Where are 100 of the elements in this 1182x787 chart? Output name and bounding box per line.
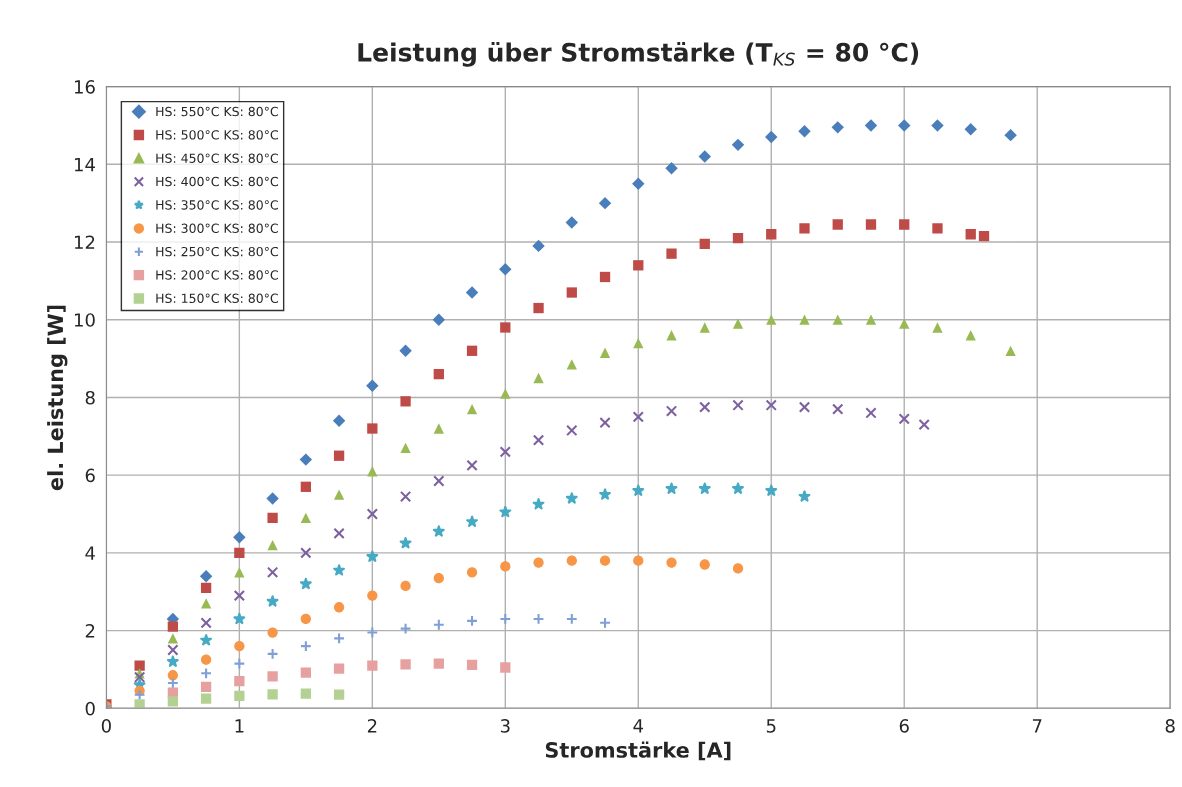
point (566, 555, 577, 566)
point (167, 633, 179, 644)
point (199, 569, 213, 583)
point (299, 453, 313, 466)
legend-label: HS: 400°C KS: 80°C (156, 176, 278, 187)
point (399, 490, 412, 503)
point (233, 657, 246, 670)
point (466, 567, 478, 578)
point (899, 219, 910, 230)
point (500, 388, 511, 399)
point (566, 287, 577, 298)
y-tick-label: 14 (74, 157, 95, 172)
point (333, 564, 346, 576)
point (366, 550, 379, 562)
point (732, 563, 744, 574)
legend-label: HS: 350°C KS: 80°C (156, 200, 278, 210)
point (918, 418, 930, 431)
point (799, 314, 810, 325)
point (599, 416, 611, 429)
point (765, 130, 778, 144)
point (266, 492, 279, 505)
point (333, 489, 345, 500)
point (532, 498, 545, 510)
point (300, 667, 311, 678)
point (167, 621, 179, 632)
point (500, 662, 511, 673)
point (599, 488, 611, 500)
point (299, 577, 312, 590)
legend-label: HS: 200°C KS: 80°C (156, 270, 278, 280)
point (233, 612, 246, 625)
point (432, 618, 445, 631)
y-tick-label: 0 (85, 701, 95, 716)
point (732, 482, 744, 494)
point (799, 223, 810, 234)
point (565, 216, 578, 229)
point (766, 229, 777, 240)
y-tick-label: 6 (85, 468, 95, 483)
point (167, 696, 179, 707)
point (300, 512, 311, 524)
point (932, 223, 943, 234)
point (300, 688, 311, 699)
point (200, 654, 212, 665)
x-tick-label: 2 (367, 719, 377, 733)
point (266, 595, 279, 607)
point (167, 670, 179, 681)
point (566, 424, 578, 437)
point (533, 557, 544, 568)
point (399, 536, 412, 549)
y-tick-label: 16 (74, 80, 95, 94)
point (366, 379, 379, 392)
point (665, 405, 678, 417)
point (632, 177, 645, 190)
point (932, 322, 943, 333)
point (731, 138, 745, 152)
point (633, 260, 644, 271)
point (766, 314, 777, 325)
legend-label: HS: 300°C KS: 80°C (156, 223, 278, 233)
x-tick-label: 3 (500, 719, 510, 733)
point (666, 248, 677, 259)
point (133, 688, 146, 701)
point (400, 396, 411, 407)
point (367, 423, 378, 434)
point (433, 475, 445, 487)
x-tick-label: 7 (1032, 719, 1042, 733)
y-tick-label: 8 (85, 390, 95, 405)
point (166, 655, 179, 667)
point (864, 119, 878, 132)
point (964, 123, 977, 136)
point (367, 590, 378, 601)
point (698, 150, 711, 163)
y-axis-title: el. Leistung [W] (47, 305, 68, 491)
point (500, 561, 511, 572)
point (333, 450, 345, 461)
point (865, 219, 877, 230)
point (432, 525, 445, 537)
point (466, 459, 478, 472)
point (865, 314, 877, 325)
point (765, 399, 777, 411)
legend-label: HS: 500°C KS: 80°C (156, 130, 278, 140)
x-tick-label: 5 (766, 719, 776, 733)
point (565, 492, 578, 504)
point (267, 627, 278, 638)
point (899, 318, 910, 329)
point (699, 559, 710, 570)
point (433, 368, 444, 380)
point (465, 286, 479, 299)
legend-label: HS: 250°C KS: 80°C (156, 246, 278, 257)
legend-label: HS: 450°C KS: 80°C (156, 153, 278, 163)
x-tick-label: 4 (633, 719, 644, 733)
point (633, 337, 644, 349)
point (200, 693, 212, 704)
point (267, 689, 278, 700)
point (333, 663, 345, 674)
point (832, 314, 843, 325)
point (666, 330, 677, 341)
point (699, 401, 711, 413)
point (599, 347, 611, 358)
point (233, 589, 246, 602)
point (665, 482, 678, 494)
y-tick-label: 10 (74, 313, 95, 327)
